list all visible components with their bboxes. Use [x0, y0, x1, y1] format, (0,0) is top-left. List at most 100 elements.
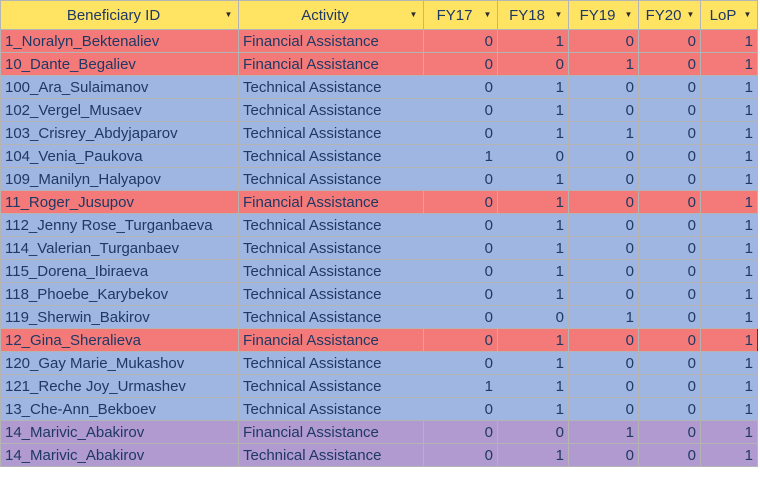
cell-lop[interactable]: 1 [700, 121, 758, 145]
dropdown-arrow-icon[interactable]: ▼ [409, 10, 418, 19]
cell-fy18[interactable]: 1 [497, 351, 569, 375]
cell-beneficiary-id[interactable]: 10_Dante_Begaliev [0, 52, 239, 76]
cell-fy19[interactable]: 0 [568, 144, 639, 168]
cell-lop[interactable]: 1 [700, 282, 758, 306]
table-row[interactable]: 11_Roger_Jusupov Financial Assistance 0 1 0 0… [0, 190, 758, 214]
cell-fy17[interactable]: 0 [423, 328, 498, 352]
cell-activity[interactable]: Technical Assistance [238, 443, 424, 467]
cell-fy20[interactable]: 0 [638, 259, 701, 283]
cell-lop[interactable]: 1 [700, 259, 758, 283]
table-row[interactable]: 112_Jenny Rose_Turganbaeva Technical Assi… [0, 213, 758, 237]
cell-activity[interactable]: Financial Assistance [238, 328, 424, 352]
cell-lop[interactable]: 1 [700, 213, 758, 237]
cell-fy18[interactable]: 1 [497, 397, 569, 421]
table-row[interactable]: 14_Marivic_Abakirov Technical Assistance 0… [0, 443, 758, 467]
cell-fy17[interactable]: 0 [423, 190, 498, 214]
cell-beneficiary-id[interactable]: 104_Venia_Paukova [0, 144, 239, 168]
table-row[interactable]: 14_Marivic_Abakirov Financial Assistance 0… [0, 420, 758, 444]
cell-beneficiary-id[interactable]: 11_Roger_Jusupov [0, 190, 239, 214]
cell-beneficiary-id[interactable]: 102_Vergel_Musaev [0, 98, 239, 122]
cell-lop[interactable]: 1 [700, 29, 758, 53]
cell-fy20[interactable]: 0 [638, 282, 701, 306]
cell-fy19[interactable]: 0 [568, 351, 639, 375]
cell-fy18[interactable]: 1 [497, 190, 569, 214]
cell-beneficiary-id[interactable]: 114_Valerian_Turganbaev [0, 236, 239, 260]
cell-activity[interactable]: Financial Assistance [238, 29, 424, 53]
cell-fy18[interactable]: 1 [497, 328, 569, 352]
table-row[interactable]: 104_Venia_Paukova Technical Assistance 1 0 0… [0, 144, 758, 168]
cell-fy19[interactable]: 0 [568, 282, 639, 306]
cell-fy19[interactable]: 1 [568, 305, 639, 329]
cell-activity[interactable]: Financial Assistance [238, 190, 424, 214]
table-row[interactable]: 109_Manilyn_Halyapov Technical Assistance… [0, 167, 758, 191]
table-row[interactable]: 100_Ara_Sulaimanov Technical Assistance 0 1… [0, 75, 758, 99]
cell-fy17[interactable]: 0 [423, 282, 498, 306]
dropdown-arrow-icon[interactable]: ▼ [483, 10, 492, 19]
cell-fy18[interactable]: 1 [497, 121, 569, 145]
dropdown-arrow-icon[interactable]: ▼ [224, 10, 233, 19]
header-lop[interactable]: LoP ▼ [700, 0, 758, 30]
cell-fy17[interactable]: 0 [423, 121, 498, 145]
cell-fy19[interactable]: 0 [568, 259, 639, 283]
cell-fy18[interactable]: 1 [497, 167, 569, 191]
cell-fy20[interactable]: 0 [638, 443, 701, 467]
table-row[interactable]: 12_Gina_Sheralieva Financial Assistance 0 1… [0, 328, 758, 352]
cell-activity[interactable]: Technical Assistance [238, 98, 424, 122]
dropdown-arrow-icon[interactable]: ▼ [686, 10, 695, 19]
cell-activity[interactable]: Technical Assistance [238, 144, 424, 168]
cell-activity[interactable]: Technical Assistance [238, 305, 424, 329]
cell-beneficiary-id[interactable]: 119_Sherwin_Bakirov [0, 305, 239, 329]
cell-activity[interactable]: Technical Assistance [238, 374, 424, 398]
cell-beneficiary-id[interactable]: 1_Noralyn_Bektenaliev [0, 29, 239, 53]
header-beneficiary-id[interactable]: Beneficiary ID ▼ [0, 0, 239, 30]
cell-activity[interactable]: Technical Assistance [238, 282, 424, 306]
table-row[interactable]: 121_Reche Joy_Urmashev Technical Assistan… [0, 374, 758, 398]
dropdown-arrow-icon[interactable]: ▼ [554, 10, 563, 19]
header-fy20[interactable]: FY20 ▼ [638, 0, 701, 30]
cell-fy19[interactable]: 0 [568, 213, 639, 237]
cell-fy19[interactable]: 0 [568, 374, 639, 398]
cell-fy18[interactable]: 0 [497, 420, 569, 444]
cell-fy18[interactable]: 0 [497, 144, 569, 168]
cell-fy19[interactable]: 0 [568, 167, 639, 191]
cell-beneficiary-id[interactable]: 112_Jenny Rose_Turganbaeva [0, 213, 239, 237]
header-fy18[interactable]: FY18 ▼ [497, 0, 569, 30]
cell-lop[interactable]: 1 [700, 75, 758, 99]
cell-fy19[interactable]: 0 [568, 29, 639, 53]
cell-fy17[interactable]: 0 [423, 305, 498, 329]
cell-fy19[interactable]: 0 [568, 443, 639, 467]
dropdown-arrow-icon[interactable]: ▼ [624, 10, 633, 19]
cell-fy20[interactable]: 0 [638, 374, 701, 398]
cell-fy20[interactable]: 0 [638, 397, 701, 421]
cell-fy17[interactable]: 0 [423, 397, 498, 421]
header-fy17[interactable]: FY17 ▼ [423, 0, 498, 30]
cell-activity[interactable]: Technical Assistance [238, 213, 424, 237]
cell-fy18[interactable]: 1 [497, 29, 569, 53]
cell-fy20[interactable]: 0 [638, 121, 701, 145]
cell-beneficiary-id[interactable]: 120_Gay Marie_Mukashov [0, 351, 239, 375]
cell-fy19[interactable]: 0 [568, 397, 639, 421]
cell-activity[interactable]: Technical Assistance [238, 75, 424, 99]
cell-lop[interactable]: 1 [700, 167, 758, 191]
cell-fy17[interactable]: 1 [423, 144, 498, 168]
header-activity[interactable]: Activity ▼ [238, 0, 424, 30]
cell-fy17[interactable]: 0 [423, 443, 498, 467]
cell-fy20[interactable]: 0 [638, 190, 701, 214]
cell-fy19[interactable]: 1 [568, 121, 639, 145]
cell-lop[interactable]: 1 [700, 374, 758, 398]
cell-lop[interactable]: 1 [700, 328, 758, 352]
cell-activity[interactable]: Technical Assistance [238, 351, 424, 375]
cell-fy20[interactable]: 0 [638, 305, 701, 329]
cell-beneficiary-id[interactable]: 109_Manilyn_Halyapov [0, 167, 239, 191]
dropdown-arrow-icon[interactable]: ▼ [743, 10, 752, 19]
cell-fy20[interactable]: 0 [638, 236, 701, 260]
cell-activity[interactable]: Technical Assistance [238, 397, 424, 421]
cell-fy17[interactable]: 0 [423, 98, 498, 122]
cell-fy19[interactable]: 0 [568, 236, 639, 260]
cell-activity[interactable]: Technical Assistance [238, 121, 424, 145]
header-fy19[interactable]: FY19 ▼ [568, 0, 639, 30]
cell-fy20[interactable]: 0 [638, 144, 701, 168]
cell-fy18[interactable]: 1 [497, 75, 569, 99]
cell-fy18[interactable]: 1 [497, 236, 569, 260]
cell-fy18[interactable]: 1 [497, 213, 569, 237]
